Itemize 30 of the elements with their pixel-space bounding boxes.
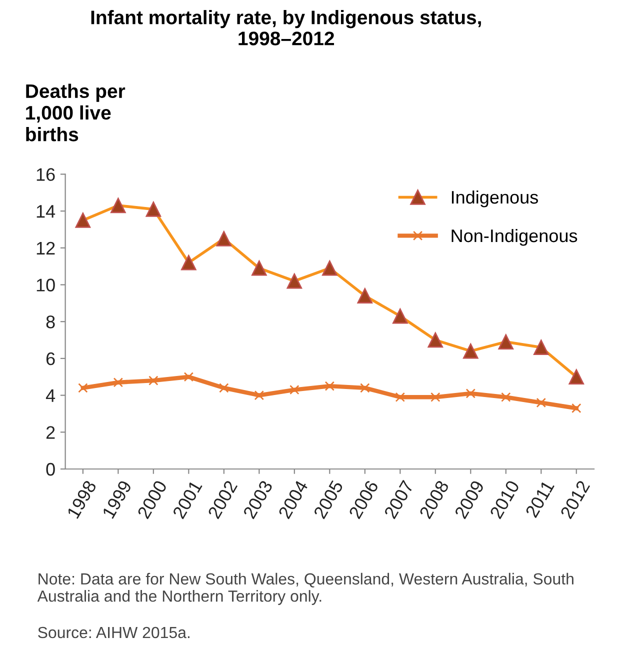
point (324, 381, 335, 391)
point (254, 390, 264, 400)
point (536, 398, 546, 408)
y-tick-label: 16 (36, 168, 55, 181)
point (572, 403, 582, 414)
point (148, 376, 158, 386)
y-tick-label: 4 (46, 389, 56, 402)
point (78, 383, 88, 393)
point (395, 392, 406, 402)
legend-label: Indigenous (452, 190, 538, 208)
point (219, 383, 229, 393)
y-tick-label: 6 (46, 352, 55, 366)
y-tick-label: 14 (36, 205, 56, 218)
source-note: Source: AIHW 2015a. (38, 626, 190, 638)
point (290, 384, 300, 395)
point (501, 392, 511, 402)
chart-title: Infant mortality rate, by Indigenous status, 1998–2012 (91, 10, 481, 46)
y-tick-label: 2 (46, 426, 55, 439)
point (466, 388, 476, 398)
text: Note: Data are for New South Wales, Queensland, Western Australia, South Australia and the Northern Territory only. (37, 572, 574, 605)
y-tick-label: 12 (36, 242, 55, 254)
point (113, 378, 124, 388)
point (360, 383, 370, 393)
y-tick-label: 10 (36, 278, 55, 292)
y-tick-label: 0 (46, 462, 55, 476)
legend-label: Non-Indigenous (452, 228, 578, 246)
point (430, 392, 440, 402)
point (184, 372, 194, 382)
y-axis-title: Deaths per 1,000 live births (26, 84, 126, 142)
y-tick-label: 8 (46, 316, 55, 328)
